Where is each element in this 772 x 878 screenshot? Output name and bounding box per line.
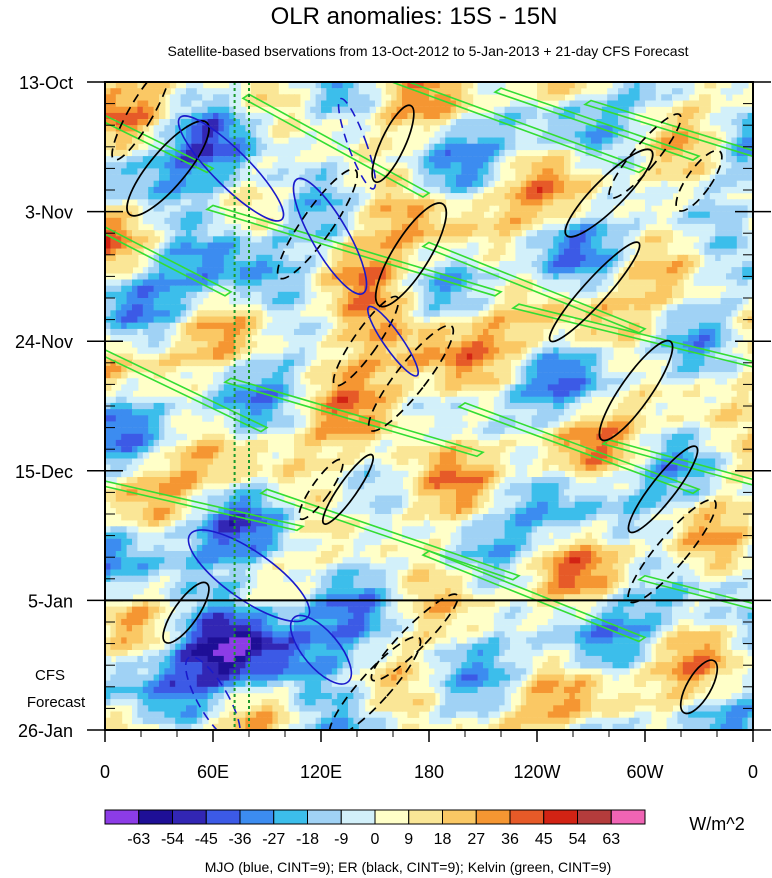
kelvin-contour <box>493 87 701 161</box>
x-tick-label: 120E <box>300 762 342 782</box>
colorbar-swatch <box>610 809 646 825</box>
er-contour <box>627 498 717 604</box>
er-contour <box>608 113 682 199</box>
x-tick-label: 0 <box>748 762 758 782</box>
y-axis: 13-Oct 3-Nov 24-Nov 15-Dec 5-Jan 26-Jan <box>15 73 771 741</box>
colorbar-label: 63 <box>602 831 620 848</box>
y-tick-label: 13-Oct <box>19 73 73 93</box>
kelvin-contour <box>259 488 521 581</box>
kelvin-contour <box>241 93 431 199</box>
kelvin-contour <box>421 550 647 643</box>
kelvin-contour <box>601 439 753 486</box>
colorbar-swatch <box>340 809 376 825</box>
colorbar: -63 -54 -45 -36 -27 -18 -9 0 9 18 27 36 45 54 63 <box>104 809 646 848</box>
colorbar-swatch <box>239 809 275 825</box>
colorbar-swatch <box>475 809 511 825</box>
footer-legend: MJO (blue, CINT=9); ER (black, CINT=9); … <box>205 859 612 875</box>
x-tick-label: 60E <box>197 762 229 782</box>
mjo-contour <box>289 614 353 685</box>
er-contour <box>321 453 375 525</box>
colorbar-swatch <box>509 809 545 825</box>
er-contour <box>126 120 210 217</box>
kelvin-contour <box>105 226 233 297</box>
colorbar-label: 0 <box>371 831 380 848</box>
colorbar-swatch <box>408 809 443 825</box>
er-contour <box>276 168 359 280</box>
er-contour <box>679 659 719 715</box>
er-contour <box>564 148 654 238</box>
kelvin-contour <box>223 377 485 458</box>
x-tick-label: 120W <box>513 762 560 782</box>
colorbar-swatch <box>577 809 612 825</box>
colorbar-label: -63 <box>127 831 150 848</box>
colorbar-label: 27 <box>467 831 485 848</box>
colorbar-label: 54 <box>569 831 587 848</box>
kelvin-contour <box>105 348 269 433</box>
er-contour <box>328 635 422 730</box>
er-contour <box>371 104 415 183</box>
er-contour <box>598 339 674 442</box>
y-tick-label: 15-Dec <box>15 462 73 482</box>
er-contours <box>111 82 723 730</box>
er-contour <box>370 593 459 682</box>
colorbar-label: -36 <box>228 831 251 848</box>
kelvin-contour <box>457 402 701 495</box>
mjo-contour <box>292 177 368 295</box>
colorbar-swatch <box>374 809 410 825</box>
kelvin-contour <box>205 204 503 297</box>
colorbar-swatch <box>104 809 140 825</box>
colorbar-label: 18 <box>434 831 452 848</box>
chart-subtitle: Satellite-based bservations from 13-Oct-… <box>168 43 689 59</box>
kelvin-contour <box>583 99 753 158</box>
mjo-contour <box>184 656 242 730</box>
colorbar-swatch <box>273 809 308 825</box>
y-tick-label: 3-Nov <box>25 203 73 223</box>
colorbar-label: -9 <box>334 831 348 848</box>
er-contour <box>162 581 210 644</box>
mjo-contour <box>337 97 377 190</box>
colorbar-swatch <box>205 809 241 825</box>
y-tick-label: 24-Nov <box>15 332 73 352</box>
er-contour <box>548 241 641 343</box>
er-contour <box>675 149 723 212</box>
x-tick-label: 0 <box>100 762 110 782</box>
x-axis: 0 60E 120E 180 120W 60W 0 <box>100 730 758 782</box>
er-contour <box>298 458 344 521</box>
mjo-contour <box>177 115 285 222</box>
olr-anomaly-field <box>105 82 753 730</box>
reference-lines <box>233 82 250 730</box>
kelvin-contour <box>105 114 215 174</box>
forecast-label-line2: Forecast <box>27 694 86 711</box>
colorbar-label: 45 <box>535 831 553 848</box>
x-tick-label: 60W <box>626 762 663 782</box>
colorbar-swatch <box>543 809 578 825</box>
y-tick-label: 26-Jan <box>18 721 73 741</box>
colorbar-label: 36 <box>501 831 519 848</box>
chart-title: OLR anomalies: 15S - 15N <box>271 3 558 30</box>
mjo-contour <box>367 305 419 377</box>
mjo-contours <box>177 97 419 730</box>
colorbar-swatch <box>307 809 342 825</box>
colorbar-swatch <box>442 809 477 825</box>
colorbar-label: 9 <box>404 831 413 848</box>
colorbar-units: W/m^2 <box>689 814 744 834</box>
kelvin-contour <box>105 480 305 532</box>
er-contour <box>627 445 699 534</box>
colorbar-label: -45 <box>195 831 218 848</box>
colorbar-label: -54 <box>161 831 184 848</box>
y-tick-label: 5-Jan <box>28 591 73 611</box>
colorbar-swatch <box>172 809 207 825</box>
er-contour <box>367 324 455 432</box>
x-tick-label: 180 <box>414 762 444 782</box>
forecast-label-line1: CFS <box>35 667 65 684</box>
er-contour <box>111 82 171 161</box>
er-contour <box>332 295 400 387</box>
kelvin-contour <box>389 82 647 174</box>
kelvin-contour <box>511 303 753 368</box>
colorbar-label: -18 <box>296 831 319 848</box>
colorbar-label: -27 <box>262 831 285 848</box>
colorbar-swatch <box>138 809 173 825</box>
